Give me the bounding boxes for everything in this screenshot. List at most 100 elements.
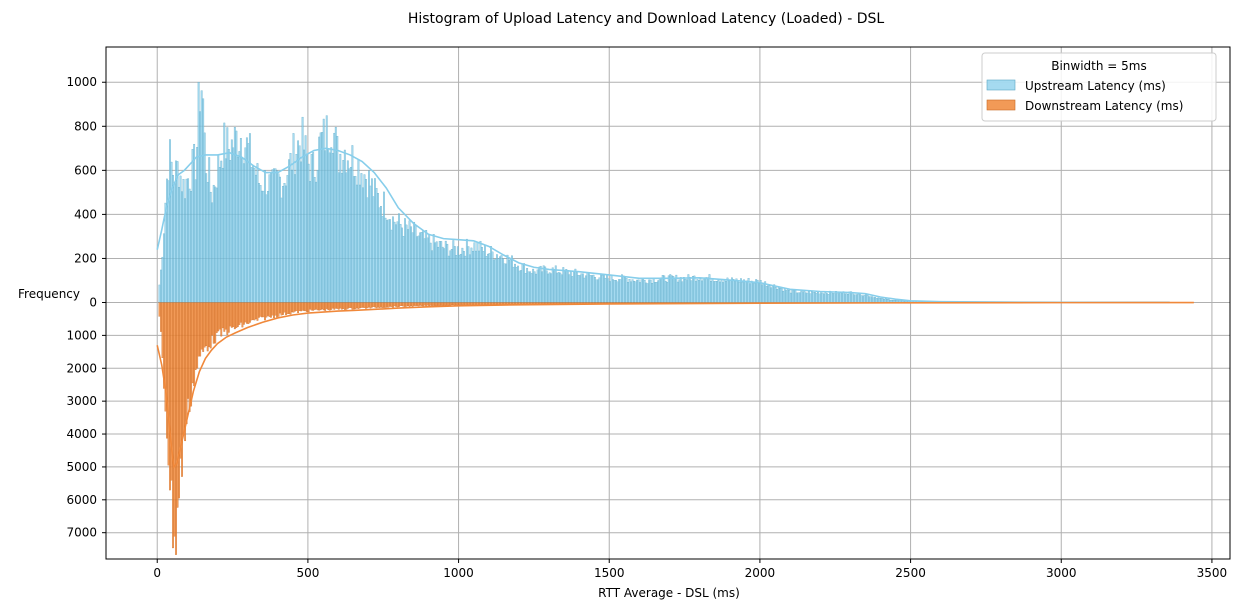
histogram-bar (609, 281, 611, 303)
histogram-bar (771, 285, 774, 303)
y-tick-label: 200 (74, 251, 97, 265)
histogram-bar (310, 302, 313, 311)
histogram-bar (446, 243, 449, 303)
histogram-bar (227, 302, 230, 333)
histogram-bar (506, 254, 509, 303)
histogram-bar (678, 279, 681, 303)
histogram-bar (270, 173, 272, 303)
histogram-bar (286, 175, 289, 303)
histogram-bar (173, 302, 176, 537)
histogram-bar (185, 178, 188, 303)
histogram-bar (348, 168, 351, 303)
histogram-bar (194, 179, 197, 303)
y-axis-label: Frequency (18, 287, 80, 301)
y-tick-label: 4000 (66, 427, 97, 441)
histogram-bar (869, 296, 872, 303)
histogram-bar (170, 161, 173, 303)
histogram-bar (776, 289, 779, 303)
histogram-bar (251, 302, 254, 320)
histogram-bar (467, 302, 470, 306)
histogram-bar (340, 173, 343, 303)
histogram-bar (230, 302, 233, 328)
histogram-bar (566, 270, 569, 303)
histogram-bar (321, 132, 324, 303)
histogram-bar (396, 221, 399, 303)
histogram-bar (765, 286, 768, 303)
histogram-bar (767, 284, 770, 303)
histogram-bar (541, 271, 544, 303)
histogram-bar (494, 258, 497, 303)
histogram-bar (334, 126, 337, 303)
histogram-bar (512, 266, 515, 303)
histogram-bar (473, 242, 476, 303)
histogram-bar (166, 302, 168, 439)
histogram-bar (701, 280, 703, 303)
histogram-bar (826, 293, 828, 303)
y-tick-label: 5000 (66, 460, 97, 474)
histogram-bar (884, 298, 887, 303)
y-tick-label: 1000 (66, 328, 97, 342)
histogram-bar (452, 240, 455, 303)
histogram-bar (481, 247, 483, 303)
histogram-bar (419, 232, 422, 303)
histogram-bar (783, 288, 786, 303)
histogram-bar (291, 302, 293, 313)
histogram-bar (289, 153, 292, 303)
x-tick-label: 500 (296, 566, 319, 580)
histogram-bar (212, 184, 215, 303)
histogram-bar (645, 282, 648, 303)
histogram-bar (229, 302, 232, 327)
histogram-bar (297, 140, 300, 303)
histogram-bar (309, 302, 312, 310)
histogram-bar (657, 280, 660, 303)
x-tick-label: 1500 (594, 566, 625, 580)
histogram-bar (380, 206, 382, 303)
histogram-bar (161, 256, 164, 303)
histogram-bar (622, 275, 625, 303)
histogram-bar (699, 278, 702, 303)
histogram-bar (824, 292, 827, 303)
histogram-bar (770, 287, 773, 303)
histogram-bar (437, 246, 440, 303)
histogram-bar (212, 302, 215, 344)
histogram-bar (312, 152, 315, 303)
histogram-bar (583, 277, 586, 303)
histogram-bar (337, 172, 340, 303)
histogram-bar (830, 292, 833, 303)
histogram-bar (232, 302, 235, 327)
histogram-bar (820, 292, 822, 303)
histogram-bar (743, 279, 746, 303)
histogram-bar (731, 277, 733, 303)
y-tick-label: 400 (74, 207, 97, 221)
histogram-bar (368, 302, 370, 308)
histogram-bar (545, 270, 548, 303)
histogram-bar (298, 302, 301, 311)
histogram-bar (239, 138, 242, 303)
histogram-bar (346, 160, 349, 303)
histogram-bar (663, 275, 666, 303)
histogram-bar (355, 184, 358, 303)
histogram-bar (479, 302, 482, 305)
histogram-bar (497, 302, 500, 305)
histogram-bar (556, 272, 559, 303)
histogram-bar (853, 294, 855, 303)
histogram-bar (223, 302, 226, 332)
y-tick-label: 7000 (66, 526, 97, 540)
histogram-bar (345, 172, 348, 303)
histogram-bar (847, 293, 849, 303)
histogram-bar (309, 181, 312, 303)
y-tick-label: 6000 (66, 493, 97, 507)
histogram-bar (551, 267, 554, 303)
histogram-bar (508, 259, 510, 303)
histogram-bar (458, 302, 461, 305)
histogram-bar (800, 290, 803, 303)
histogram-bar (342, 302, 345, 309)
histogram-bar (303, 149, 306, 303)
histogram-bar (241, 158, 244, 303)
histogram-bar (459, 253, 462, 303)
histogram-bar (798, 292, 801, 303)
histogram-bar (352, 176, 355, 303)
histogram-bar (208, 302, 211, 348)
histogram-bar (196, 147, 199, 303)
histogram-bar (505, 263, 507, 303)
